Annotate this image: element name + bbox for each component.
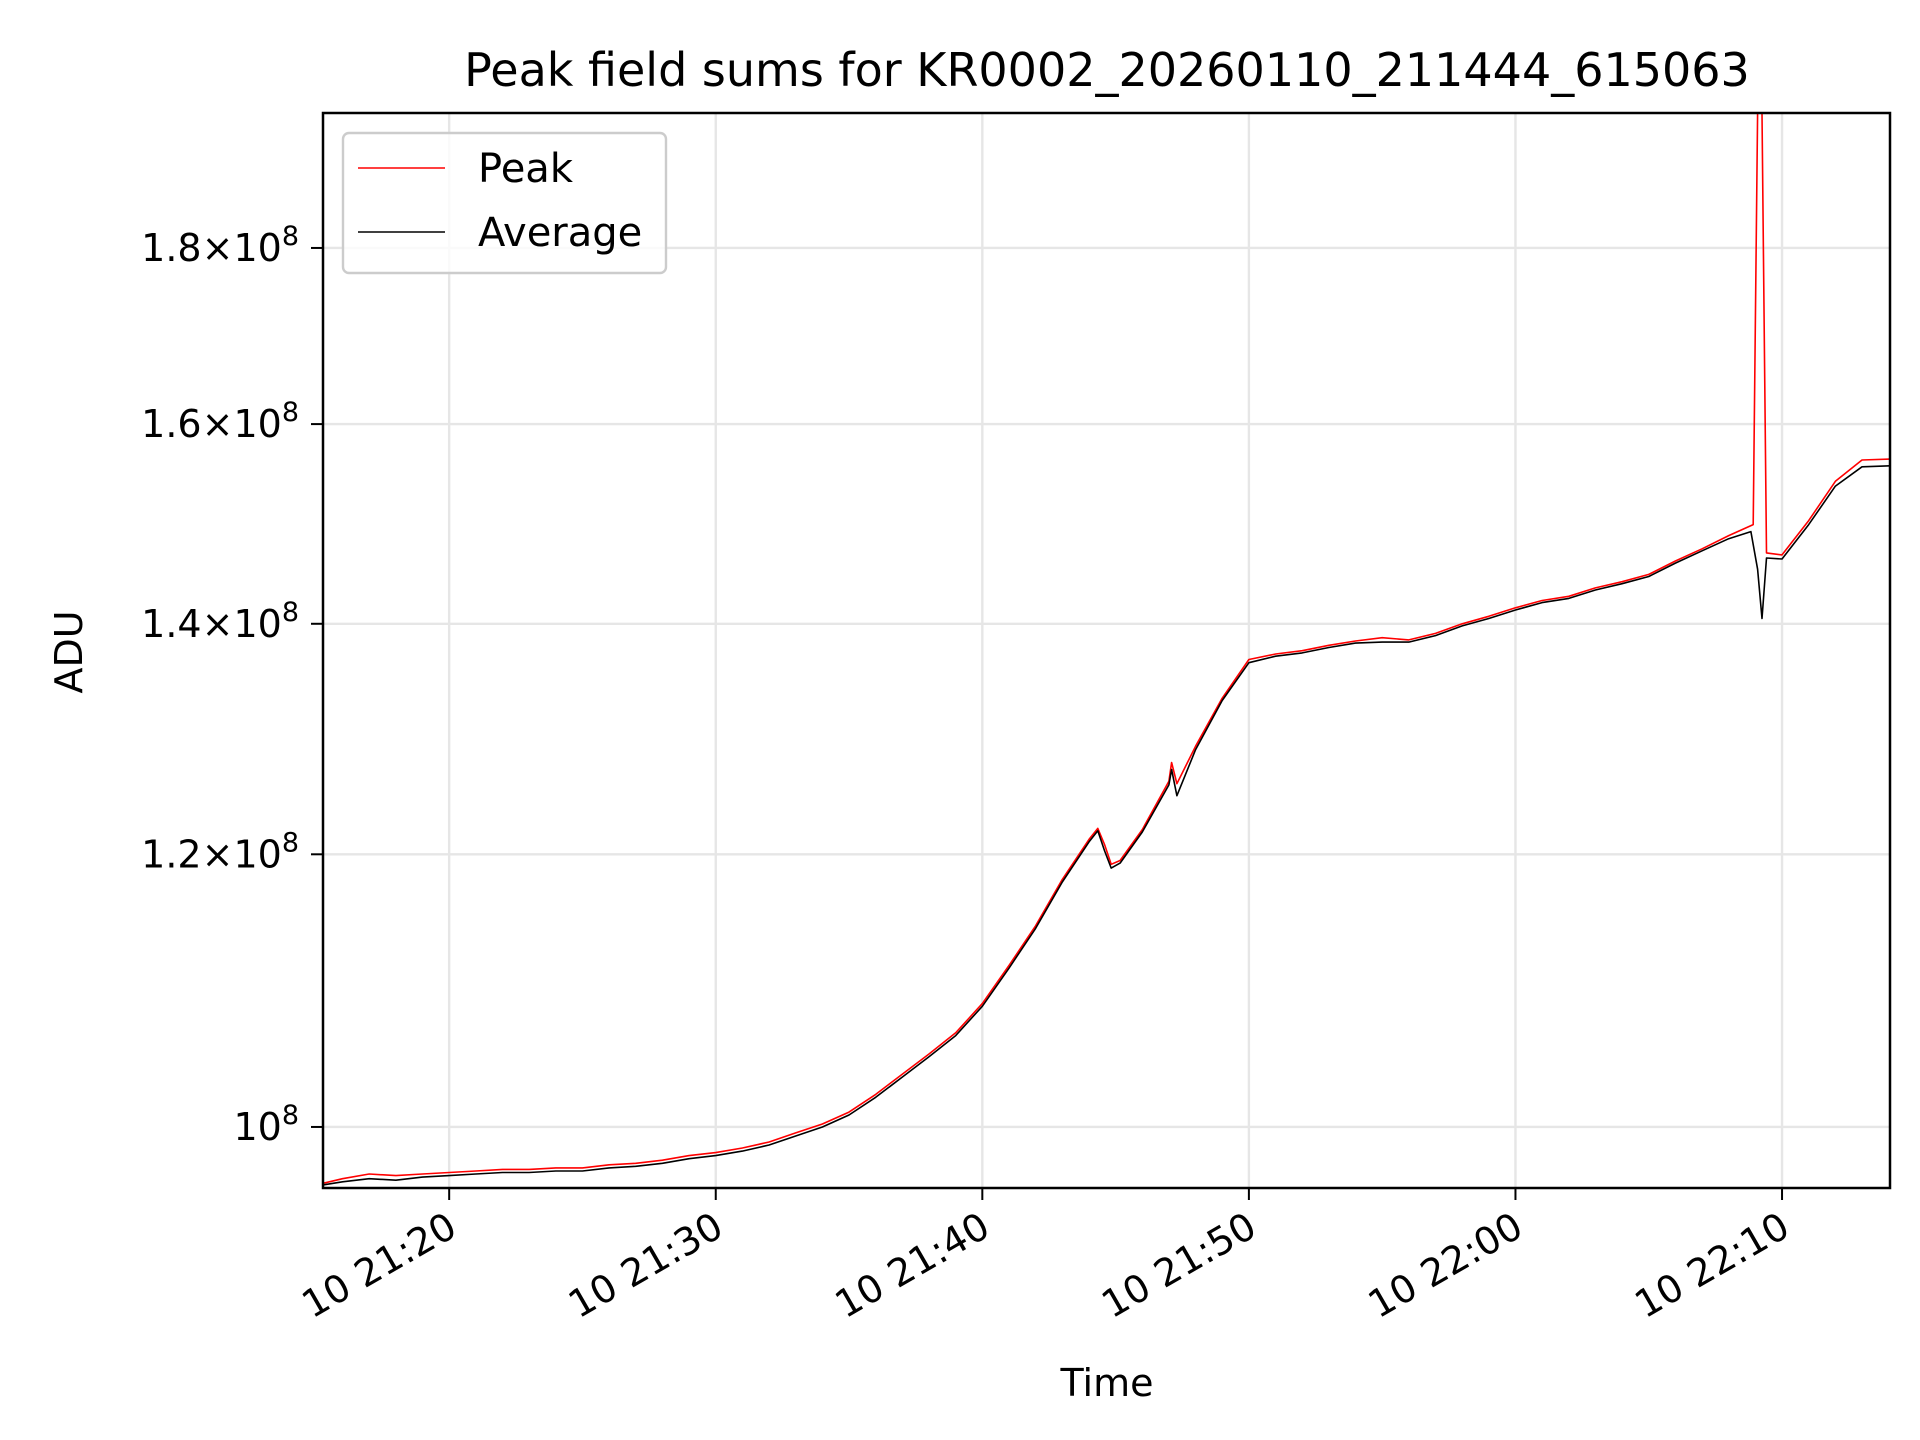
y-tick-label: 1.4×108: [141, 597, 299, 646]
y-tick-mantissa: 1.4: [141, 602, 201, 646]
y-tick-label: 108: [233, 1100, 299, 1149]
series-line-average: [322, 465, 1891, 1186]
plot-series: [322, 112, 1891, 1186]
chart-title: Peak field sums for KR0002_20260110_2114…: [464, 43, 1750, 97]
y-tick-mantissa: 1.2: [141, 832, 201, 876]
legend: Peak Average: [341, 131, 668, 275]
y-tick-exponent: 8: [282, 597, 299, 628]
y-tick-label: 1.6×108: [141, 397, 299, 446]
x-axis-label: Time: [1060, 1361, 1154, 1405]
y-axis-label: ADU: [47, 610, 91, 693]
y-tick-label: 1.8×108: [141, 221, 299, 270]
y-tick-exponent: 8: [282, 1100, 299, 1131]
legend-label-average: Average: [478, 210, 642, 256]
y-tick-exponent: 8: [282, 827, 299, 858]
y-tick-times: ×10: [202, 832, 282, 876]
y-tick-mantissa: 1.6: [141, 402, 201, 446]
y-tick-mantissa: 1.8: [141, 226, 201, 270]
y-tick-times: ×10: [202, 602, 282, 646]
x-gridlines: [447, 113, 1784, 1188]
y-tick-mantissa: 10: [233, 1105, 281, 1149]
legend-label-peak: Peak: [478, 146, 574, 192]
y-tick-label: 1.2×108: [141, 827, 299, 876]
y-tick-times: ×10: [202, 226, 282, 270]
y-tick-exponent: 8: [282, 397, 299, 428]
plot-frame: [321, 111, 1892, 1190]
series-line-peak: [322, 112, 1891, 1185]
y-tick-exponent: 8: [282, 221, 299, 252]
y-tick-times: ×10: [202, 402, 282, 446]
